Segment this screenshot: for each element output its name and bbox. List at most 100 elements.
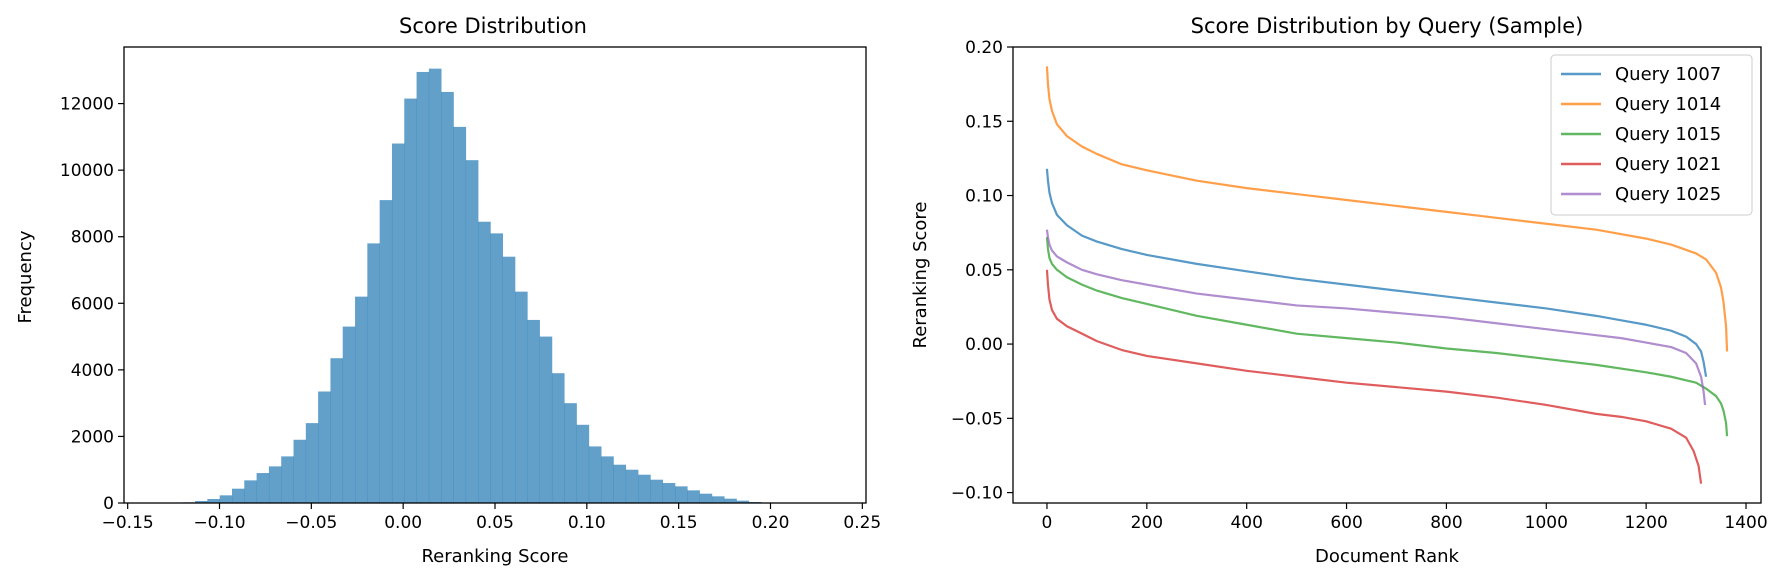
histogram-bar: [293, 439, 307, 503]
x-tick-label: 1200: [1625, 513, 1668, 533]
histogram-bar: [231, 488, 245, 503]
series-line: [1045, 229, 1707, 406]
line-x-axis-label: Document Rank: [1315, 546, 1460, 567]
line-chart: Score Distribution by Query (Sample) 0 20…: [910, 14, 1768, 567]
x-tick-label: 600: [1330, 513, 1362, 533]
y-tick-label: 0.20: [965, 38, 1003, 58]
histogram-bar: [576, 424, 590, 503]
legend-label: Query 1014: [1615, 94, 1721, 115]
histogram-bar: [674, 486, 688, 503]
y-tick-label: 4000: [71, 361, 114, 381]
y-tick-label: 10000: [60, 161, 114, 181]
histogram-bar: [527, 319, 540, 503]
x-tick-label: −0.15: [102, 513, 154, 533]
x-tick-label: −0.10: [193, 513, 245, 533]
legend-label: Query 1021: [1615, 154, 1721, 175]
y-tick-label: 0.15: [965, 112, 1003, 132]
line-axes-frame: [1012, 46, 1762, 504]
histogram-bar: [551, 373, 565, 503]
x-tick-label: −0.05: [285, 513, 337, 533]
x-tick-label: 400: [1230, 513, 1262, 533]
x-tick-label: 800: [1430, 513, 1462, 533]
histogram-bar: [638, 474, 651, 503]
histogram-bars: [182, 68, 774, 504]
line-y-axis-label: Reranking Score: [910, 201, 931, 348]
y-tick-label: 0.00: [965, 335, 1003, 355]
line-x-ticks: 0 200 400 600 800 1000 1200 1400: [1042, 503, 1768, 533]
legend: Query 1007 Query 1014 Query 1015 Query 1021…: [1550, 54, 1753, 216]
histogram-x-ticks: −0.15 −0.10 −0.05 0.00 0.05 0.10 0.15 0.20 0.25: [102, 503, 881, 533]
histogram-bar: [687, 490, 700, 503]
histogram-chart: Score Distribution −0.15 −0.10 −0.05 0.00 0.…: [15, 14, 881, 567]
histogram-bar: [195, 501, 208, 503]
legend-label: Query 1015: [1615, 124, 1721, 145]
legend-box: [1550, 54, 1753, 216]
legend-label: Query 1025: [1615, 184, 1721, 205]
histogram-bar: [625, 469, 639, 503]
histogram-y-axis-label: Frequency: [15, 230, 36, 323]
histogram-bar: [601, 456, 614, 503]
x-tick-label: 200: [1131, 513, 1163, 533]
series-line: [1045, 269, 1703, 484]
x-tick-label: 0.20: [752, 513, 790, 533]
histogram-bar: [318, 391, 331, 503]
x-tick-label: 0.00: [384, 513, 422, 533]
histogram-axes-frame: [123, 46, 867, 504]
x-tick-label: 0.15: [660, 513, 698, 533]
x-tick-label: 1000: [1525, 513, 1568, 533]
histogram-bar: [453, 126, 467, 503]
histogram-bar: [367, 243, 380, 503]
legend-items: Query 1007 Query 1014 Query 1015 Query 1021…: [1561, 64, 1721, 205]
y-tick-label: 0: [103, 494, 114, 514]
histogram-bar: [281, 456, 294, 503]
histogram-bar: [478, 221, 491, 504]
x-tick-label: 0.10: [568, 513, 606, 533]
y-tick-label: 8000: [71, 228, 114, 248]
y-tick-label: 0.10: [965, 187, 1003, 207]
histogram-bar: [244, 480, 257, 503]
y-tick-label: 12000: [60, 95, 114, 115]
y-tick-label: 6000: [71, 294, 114, 314]
histogram-bar: [305, 423, 319, 503]
x-tick-label: 1400: [1724, 513, 1767, 533]
histogram-bar: [490, 233, 504, 503]
histogram-bar: [539, 336, 553, 503]
histogram-bar: [515, 291, 528, 503]
series-line: [1045, 66, 1729, 352]
x-tick-label: 0: [1042, 513, 1053, 533]
series-line: [1045, 168, 1708, 377]
histogram-bar: [268, 466, 282, 503]
histogram-bar: [699, 493, 713, 503]
legend-label: Query 1007: [1615, 64, 1721, 85]
x-tick-label: 0.25: [843, 513, 881, 533]
line-chart-title: Score Distribution by Query (Sample): [1191, 14, 1584, 38]
histogram-bar: [355, 296, 368, 503]
line-series-group: [1045, 66, 1729, 484]
histogram-bar: [330, 358, 344, 503]
histogram-bar: [564, 403, 577, 503]
histogram-bar: [588, 446, 602, 503]
y-tick-label: 0.05: [965, 261, 1003, 281]
histogram-bar: [711, 496, 725, 503]
histogram-title: Score Distribution: [399, 14, 587, 38]
histogram-y-ticks: 0 2000 4000 6000 8000 10000 12000: [60, 95, 124, 514]
line-y-ticks: −0.10 −0.05 0.00 0.05 0.10 0.15 0.20: [951, 38, 1013, 504]
histogram-bar: [416, 71, 430, 504]
histogram-bar: [391, 143, 405, 503]
x-tick-label: 0.05: [476, 513, 514, 533]
histogram-bar: [441, 91, 454, 504]
histogram-bar: [256, 473, 270, 503]
histogram-bar: [650, 479, 663, 503]
histogram-bar: [662, 483, 676, 503]
y-tick-label: −0.05: [951, 409, 1003, 429]
histogram-bar: [404, 98, 417, 503]
series-line: [1045, 237, 1729, 437]
histogram-bar: [736, 500, 750, 503]
histogram-bar: [428, 68, 442, 503]
histogram-bar: [613, 464, 627, 503]
histogram-bar: [219, 495, 233, 503]
y-tick-label: 2000: [71, 427, 114, 447]
y-tick-label: −0.10: [951, 484, 1003, 504]
histogram-x-axis-label: Reranking Score: [421, 546, 568, 567]
